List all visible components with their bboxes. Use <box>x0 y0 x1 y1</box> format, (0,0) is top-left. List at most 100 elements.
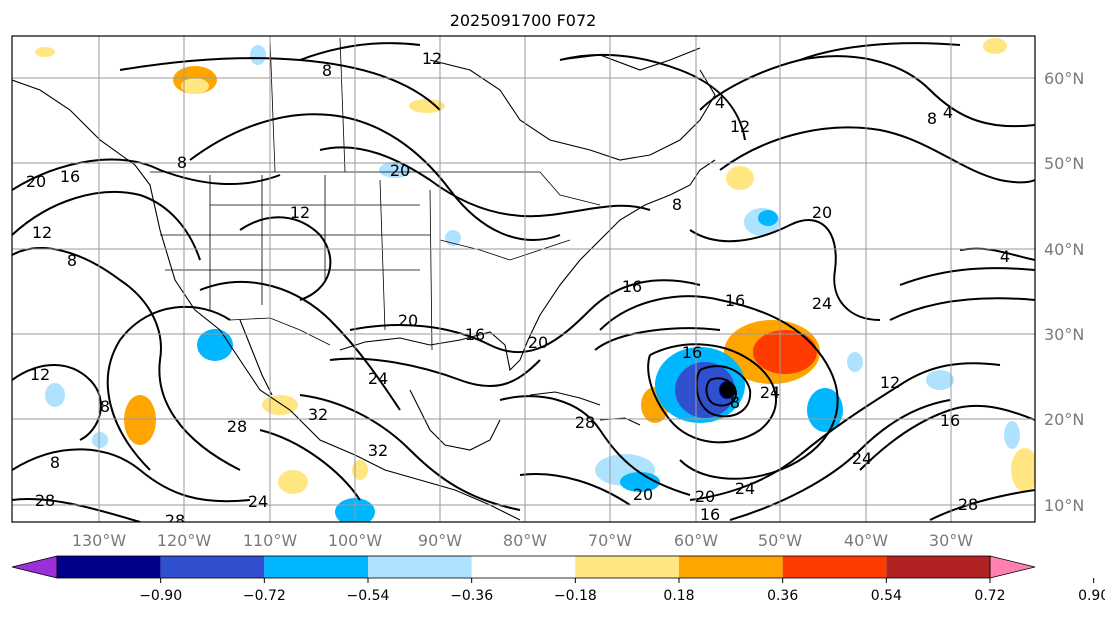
shade-positive <box>726 166 754 190</box>
latitude-labels: 60°N 50°N 40°N 30°N 20°N 10°N <box>1044 69 1084 515</box>
contour-label: 12 <box>30 365 50 384</box>
contour-label: 20 <box>633 485 653 504</box>
contour-lines <box>12 42 1035 522</box>
contour-label: 16 <box>622 277 642 296</box>
shade-positive <box>124 395 156 445</box>
contour-label: 16 <box>682 343 702 362</box>
colorbar-extend-high <box>989 555 1036 579</box>
coastlines <box>12 47 716 521</box>
shade-negative <box>620 472 660 492</box>
colorbar-tick-label: 0.36 <box>767 588 798 604</box>
contour-label: 16 <box>940 411 960 430</box>
longitude-label: 100°W <box>328 531 383 550</box>
latitude-label: 40°N <box>1044 240 1084 259</box>
shade-positive <box>181 78 209 94</box>
graticule <box>12 36 1035 522</box>
contour-label: 28 <box>35 491 55 510</box>
contour-label: 8 <box>50 453 60 472</box>
colorbar-tick-label: −0.36 <box>450 588 493 604</box>
contour-label: 8 <box>927 109 937 128</box>
contour-label: 16 <box>725 291 745 310</box>
contour-label: 8 <box>672 195 682 214</box>
contour-label: 28 <box>165 511 185 530</box>
contour-label: 28 <box>575 413 595 432</box>
latitude-label: 60°N <box>1044 69 1084 88</box>
colorbar-segment <box>57 556 161 578</box>
longitude-label: 80°W <box>503 531 547 550</box>
contour-label: 12 <box>422 49 442 68</box>
colorbar-segment <box>575 556 679 578</box>
contour-labels: 8 12 16 20 12 8 12 16 20 16 24 32 32 28 … <box>26 49 1010 530</box>
map-background <box>12 36 1035 522</box>
colorbar-segment <box>264 556 368 578</box>
contour-label: 32 <box>308 405 328 424</box>
longitude-label: 70°W <box>588 531 632 550</box>
colorbar-frame <box>56 555 991 579</box>
contour-label: 16 <box>700 505 720 524</box>
map-panel: 8 12 16 20 12 8 12 16 20 16 24 32 32 28 … <box>11 35 1036 530</box>
colorbar-tick-label: −0.18 <box>554 588 597 604</box>
colorbar-segment <box>782 556 887 578</box>
longitude-label: 130°W <box>72 531 127 550</box>
shade-negative <box>250 45 266 65</box>
contour-label: 8 <box>322 61 332 80</box>
colorbar-tick-label: 0.18 <box>663 588 694 604</box>
contour-label: 12 <box>880 373 900 392</box>
latitude-label: 30°N <box>1044 325 1084 344</box>
colorbar-tick-label: −0.90 <box>139 588 182 604</box>
contour-label: 20 <box>390 161 410 180</box>
shade-positive <box>278 470 308 494</box>
latitude-label: 10°N <box>1044 496 1084 515</box>
colorbar-tick-label: 0.54 <box>871 588 902 604</box>
contour-label: 24 <box>852 449 872 468</box>
contour-label: 12 <box>32 223 52 242</box>
contour-label: 28 <box>227 417 247 436</box>
shade-negative <box>675 362 735 418</box>
contour-label: 4 <box>943 103 953 122</box>
colorbar-segment <box>368 556 472 578</box>
shade-positive <box>983 38 1007 54</box>
shade-positive <box>35 47 55 57</box>
colorbar-tick-label: 0.90 <box>1078 588 1105 604</box>
colorbar-tick-label: 0.72 <box>974 588 1005 604</box>
contour-label: 4 <box>715 93 725 112</box>
shade-positive <box>1011 448 1035 492</box>
contour-label: 20 <box>695 487 715 506</box>
contour-label: 20 <box>26 172 46 191</box>
shade-negative <box>379 162 411 178</box>
longitude-label: 40°W <box>844 531 888 550</box>
longitude-labels: 130°W 120°W 110°W 100°W 90°W 80°W 70°W 60°W 50°W… <box>72 531 973 550</box>
colorbar-segment <box>160 556 265 578</box>
longitude-label: 90°W <box>418 531 462 550</box>
contour-label: 16 <box>60 167 80 186</box>
contour-label: 24 <box>248 492 268 511</box>
contour-label: 20 <box>398 311 418 330</box>
longitude-label: 50°W <box>758 531 802 550</box>
contour-label: 8 <box>67 251 77 270</box>
map-title: 2025091700 F072 <box>450 11 597 30</box>
contour-label: 28 <box>958 495 978 514</box>
colorbar-segment <box>471 556 576 578</box>
shade-negative <box>45 383 65 407</box>
contour-label: 8 <box>730 393 740 412</box>
contour-label: 20 <box>528 333 548 352</box>
colorbar-extend-low <box>11 555 58 579</box>
shade-positive <box>409 99 445 113</box>
contour-label: 8 <box>177 153 187 172</box>
political-borders <box>150 37 601 351</box>
longitude-label: 60°W <box>674 531 718 550</box>
contour-label: 8 <box>100 397 110 416</box>
contour-label: 16 <box>465 325 485 344</box>
longitude-label: 30°W <box>929 531 973 550</box>
storm-center-marker <box>720 382 736 398</box>
contour-label: 24 <box>735 479 755 498</box>
colorbar-segment <box>679 556 783 578</box>
contour-label: 12 <box>290 203 310 222</box>
longitude-label: 120°W <box>157 531 212 550</box>
contour-label: 4 <box>1000 247 1010 266</box>
colorbar-tick-label: −0.54 <box>347 588 390 604</box>
latitude-label: 50°N <box>1044 154 1084 173</box>
contour-label: 12 <box>730 117 750 136</box>
